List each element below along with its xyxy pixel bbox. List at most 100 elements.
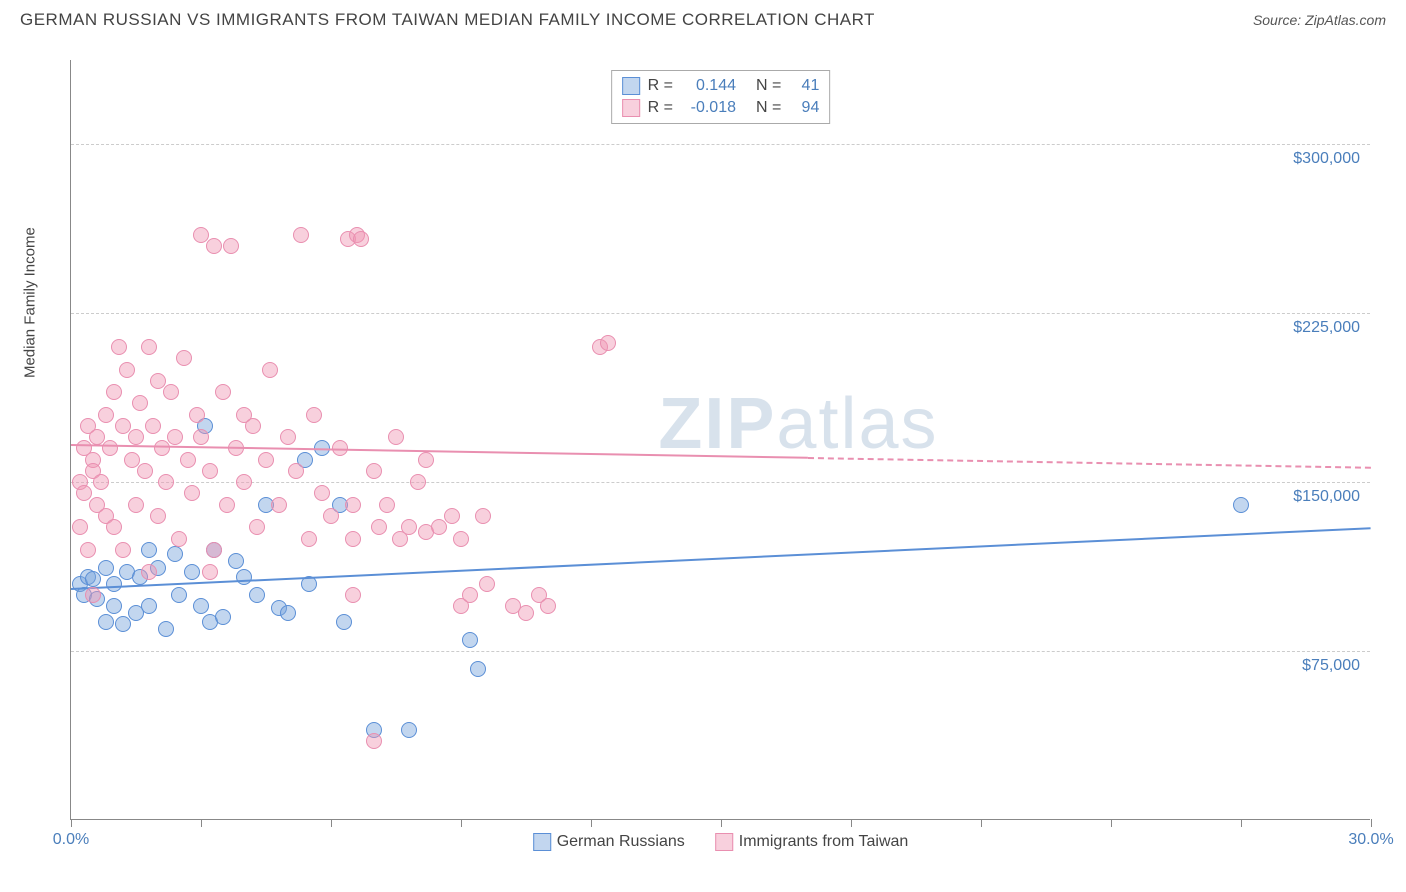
gridline — [71, 482, 1370, 483]
scatter-point — [379, 497, 395, 513]
legend-row: R =-0.018N =94 — [622, 97, 820, 119]
plot-area: ZIPatlas R =0.144N =41R =-0.018N =94 Ger… — [70, 60, 1370, 820]
chart-container: Median Family Income ZIPatlas R =0.144N … — [50, 50, 1390, 840]
scatter-point — [215, 384, 231, 400]
scatter-point — [353, 231, 369, 247]
correlation-legend: R =0.144N =41R =-0.018N =94 — [611, 70, 831, 124]
scatter-point — [184, 564, 200, 580]
scatter-point — [176, 350, 192, 366]
scatter-point — [85, 571, 101, 587]
legend-swatch — [533, 833, 551, 851]
scatter-point — [462, 587, 478, 603]
scatter-point — [167, 546, 183, 562]
x-tick — [461, 819, 462, 827]
scatter-point — [470, 661, 486, 677]
scatter-point — [158, 621, 174, 637]
scatter-point — [98, 407, 114, 423]
scatter-point — [236, 569, 252, 585]
scatter-point — [102, 440, 118, 456]
scatter-point — [171, 531, 187, 547]
x-tick — [201, 819, 202, 827]
y-tick-label: $225,000 — [1293, 319, 1360, 337]
legend-item: Immigrants from Taiwan — [715, 833, 909, 851]
scatter-point — [1233, 497, 1249, 513]
scatter-point — [366, 463, 382, 479]
scatter-point — [540, 598, 556, 614]
scatter-point — [401, 519, 417, 535]
legend-swatch — [622, 99, 640, 117]
scatter-point — [262, 362, 278, 378]
scatter-point — [141, 564, 157, 580]
x-tick — [851, 819, 852, 827]
scatter-point — [145, 418, 161, 434]
scatter-point — [418, 452, 434, 468]
scatter-point — [271, 497, 287, 513]
x-tick — [1371, 819, 1372, 827]
legend-item: German Russians — [533, 833, 685, 851]
scatter-point — [336, 614, 352, 630]
scatter-point — [215, 609, 231, 625]
y-tick-label: $150,000 — [1293, 488, 1360, 506]
r-value: -0.018 — [681, 99, 736, 117]
n-label: N = — [756, 77, 781, 95]
scatter-point — [171, 587, 187, 603]
x-tick-label: 0.0% — [53, 831, 89, 849]
y-tick-label: $300,000 — [1293, 150, 1360, 168]
scatter-point — [193, 598, 209, 614]
scatter-point — [154, 440, 170, 456]
scatter-point — [479, 576, 495, 592]
scatter-point — [206, 238, 222, 254]
trend-line — [808, 457, 1371, 469]
scatter-point — [115, 616, 131, 632]
scatter-point — [115, 542, 131, 558]
scatter-point — [223, 238, 239, 254]
r-label: R = — [648, 77, 673, 95]
scatter-point — [314, 485, 330, 501]
source-label: Source: ZipAtlas.com — [1253, 12, 1386, 28]
r-label: R = — [648, 99, 673, 117]
r-value: 0.144 — [681, 77, 736, 95]
scatter-point — [141, 542, 157, 558]
scatter-point — [141, 598, 157, 614]
scatter-point — [111, 339, 127, 355]
x-tick — [591, 819, 592, 827]
scatter-point — [258, 452, 274, 468]
scatter-point — [462, 632, 478, 648]
scatter-point — [444, 508, 460, 524]
x-tick — [331, 819, 332, 827]
scatter-point — [371, 519, 387, 535]
scatter-point — [280, 429, 296, 445]
scatter-point — [106, 598, 122, 614]
n-value: 41 — [789, 77, 819, 95]
scatter-point — [219, 497, 235, 513]
scatter-point — [236, 474, 252, 490]
scatter-point — [202, 463, 218, 479]
gridline — [71, 651, 1370, 652]
scatter-point — [388, 429, 404, 445]
y-tick-label: $75,000 — [1302, 657, 1360, 675]
scatter-point — [119, 362, 135, 378]
scatter-point — [106, 384, 122, 400]
n-label: N = — [756, 99, 781, 117]
scatter-point — [72, 519, 88, 535]
scatter-point — [180, 452, 196, 468]
scatter-point — [249, 587, 265, 603]
scatter-point — [158, 474, 174, 490]
legend-swatch — [622, 77, 640, 95]
scatter-point — [189, 407, 205, 423]
scatter-point — [249, 519, 265, 535]
scatter-point — [98, 614, 114, 630]
scatter-point — [80, 542, 96, 558]
scatter-point — [453, 531, 469, 547]
x-tick — [981, 819, 982, 827]
scatter-point — [431, 519, 447, 535]
scatter-point — [518, 605, 534, 621]
legend-label: German Russians — [557, 833, 685, 851]
scatter-point — [345, 497, 361, 513]
scatter-point — [366, 733, 382, 749]
scatter-point — [141, 339, 157, 355]
legend-swatch — [715, 833, 733, 851]
scatter-point — [128, 429, 144, 445]
scatter-point — [288, 463, 304, 479]
x-tick — [1241, 819, 1242, 827]
